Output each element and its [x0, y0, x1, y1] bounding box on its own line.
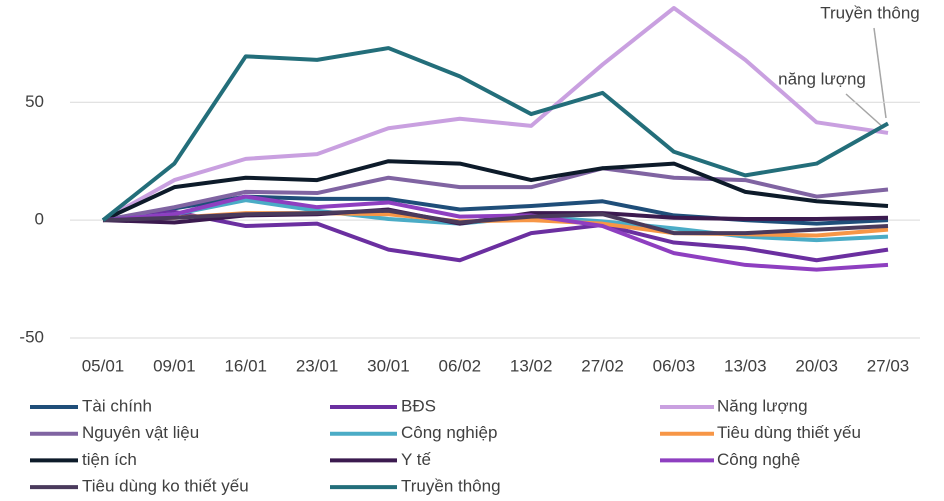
legend-label: Công nghiệp [401, 423, 497, 442]
legend-label: Truyền thông [401, 477, 501, 496]
x-tick-label: 06/02 [439, 356, 482, 375]
x-tick-label: 13/03 [724, 356, 767, 375]
x-tick-label: 09/01 [153, 356, 196, 375]
x-tick-label: 23/01 [296, 356, 339, 375]
series-line [102, 194, 889, 272]
series-line [102, 6, 889, 222]
legend-label: Tài chính [82, 396, 152, 415]
series-line [101, 46, 889, 222]
legend-label: Năng lượng [717, 396, 808, 415]
x-tick-label: 30/01 [367, 356, 410, 375]
y-tick-label: 50 [25, 92, 44, 111]
y-tick-label: -50 [19, 327, 44, 346]
legend-label: Nguyên vật liệu [82, 423, 199, 442]
annotation: Truyền thông [820, 3, 920, 22]
x-tick-label: 20/03 [795, 356, 838, 375]
legend-label: Y tế [401, 450, 431, 469]
annotation: năng lượng [778, 69, 866, 88]
x-tick-label: 16/01 [224, 356, 267, 375]
x-tick-label: 27/03 [867, 356, 910, 375]
legend-label: Tiêu dùng thiết yếu [717, 423, 861, 442]
annotation-leader [845, 93, 885, 129]
legend-label: Tiêu dùng ko thiết yếu [82, 477, 249, 496]
annotation-leader [873, 27, 887, 119]
series-line [102, 208, 889, 236]
y-tick-label: 0 [35, 210, 44, 229]
x-tick-label: 06/03 [653, 356, 696, 375]
series-line [102, 159, 889, 222]
x-tick-label: 13/02 [510, 356, 553, 375]
series-line [102, 209, 889, 263]
series-line [102, 166, 889, 223]
legend-label: Công nghệ [717, 450, 800, 469]
x-tick-label: 27/02 [581, 356, 624, 375]
legend-label: BĐS [401, 396, 436, 415]
legend-label: tiện ích [82, 450, 137, 469]
x-tick-label: 05/01 [82, 356, 125, 375]
